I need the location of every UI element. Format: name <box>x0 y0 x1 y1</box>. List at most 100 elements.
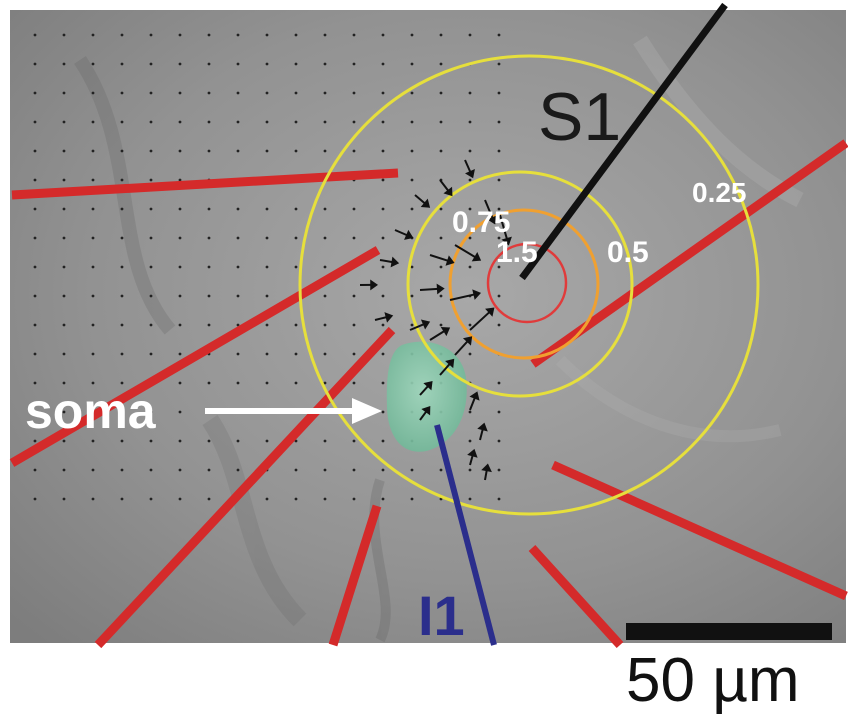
sample-dot <box>439 120 443 124</box>
field-arrow <box>419 287 438 291</box>
sample-dot <box>62 352 66 356</box>
sample-dot <box>439 91 443 95</box>
sample-dot <box>497 265 501 269</box>
sample-dot <box>236 236 240 240</box>
field-arrow-head <box>469 391 480 401</box>
field-arrow-head <box>390 256 400 268</box>
field-arrow <box>379 259 393 264</box>
sample-dot <box>410 178 414 182</box>
sample-dot <box>381 352 385 356</box>
sample-dot <box>468 265 472 269</box>
sample-dot <box>236 91 240 95</box>
sample-dot <box>410 62 414 66</box>
sample-dot <box>149 120 153 124</box>
sample-dot <box>265 294 269 298</box>
sample-dot <box>497 178 501 182</box>
sample-dot <box>207 207 211 211</box>
field-arrow-head <box>440 326 451 337</box>
contour-label-0-5: 0.5 <box>607 236 649 269</box>
sample-dot <box>468 207 472 211</box>
sample-dot <box>33 439 37 443</box>
field-arrow-head <box>471 252 482 262</box>
sample-dot <box>323 468 327 472</box>
sample-dot <box>33 178 37 182</box>
sample-dot <box>62 410 66 414</box>
sample-dot <box>294 352 298 356</box>
sample-dot <box>265 91 269 95</box>
field-arrow-head <box>420 198 431 208</box>
stim-electrode-label: S1 <box>538 79 621 155</box>
sample-dot <box>265 236 269 240</box>
field-arrow-head <box>445 358 455 369</box>
sample-dot <box>410 265 414 269</box>
sample-dot <box>33 410 37 414</box>
sample-dot <box>149 468 153 472</box>
sample-dot <box>236 149 240 153</box>
sample-dot <box>207 323 211 327</box>
sample-dot <box>91 439 95 443</box>
sample-dot <box>120 294 124 298</box>
sample-dot <box>62 33 66 37</box>
sample-dot <box>91 149 95 153</box>
sample-dot <box>207 33 211 37</box>
field-arrow-head <box>404 229 414 240</box>
sample-dot <box>439 323 443 327</box>
sample-dot <box>120 33 124 37</box>
field-arrow <box>469 455 474 466</box>
sample-dot <box>149 149 153 153</box>
tissue-background <box>10 10 846 643</box>
sample-dot <box>294 236 298 240</box>
sample-dot <box>120 207 124 211</box>
sample-dot <box>120 265 124 269</box>
sample-dot <box>352 381 356 385</box>
sample-dot <box>323 265 327 269</box>
sample-dot <box>468 410 472 414</box>
sample-dot <box>468 439 472 443</box>
sample-dot <box>352 236 356 240</box>
sample-dot <box>91 62 95 66</box>
sample-dot <box>294 33 298 37</box>
field-arrow <box>374 316 387 321</box>
sample-dot <box>149 265 153 269</box>
sample-dot <box>439 265 443 269</box>
field-arrow <box>394 229 408 237</box>
field-arrow <box>454 340 469 356</box>
sample-dot <box>323 91 327 95</box>
sample-dot <box>323 149 327 153</box>
sample-dot <box>236 265 240 269</box>
field-arrow <box>449 293 475 301</box>
sample-dot <box>468 149 472 153</box>
sample-dot <box>178 381 182 385</box>
sample-dot <box>352 120 356 124</box>
sample-dot <box>352 323 356 327</box>
field-arrow <box>439 363 451 376</box>
sample-dot <box>120 468 124 472</box>
sample-dot <box>33 120 37 124</box>
soma-label: soma <box>25 383 157 439</box>
sample-dot <box>33 294 37 298</box>
sample-dot <box>265 62 269 66</box>
sample-dot <box>265 439 269 443</box>
sample-dot <box>91 91 95 95</box>
field-arrow-head <box>420 319 431 330</box>
sample-dot <box>497 410 501 414</box>
sample-dot <box>410 323 414 327</box>
red-line <box>9 246 381 467</box>
sample-dot <box>91 33 95 37</box>
sample-dot <box>91 352 95 356</box>
sample-dot <box>381 294 385 298</box>
sample-dot <box>497 149 501 153</box>
sample-dot <box>178 91 182 95</box>
field-arrow <box>409 323 425 331</box>
sample-dot <box>352 207 356 211</box>
sample-dot <box>91 236 95 240</box>
field-arrow-head <box>481 463 492 473</box>
sample-dot <box>207 439 211 443</box>
sample-dot <box>178 207 182 211</box>
sample-dot <box>236 33 240 37</box>
sample-dot <box>149 497 153 501</box>
field-arrow <box>429 254 449 262</box>
sample-dot <box>381 33 385 37</box>
sample-dot <box>497 497 501 501</box>
